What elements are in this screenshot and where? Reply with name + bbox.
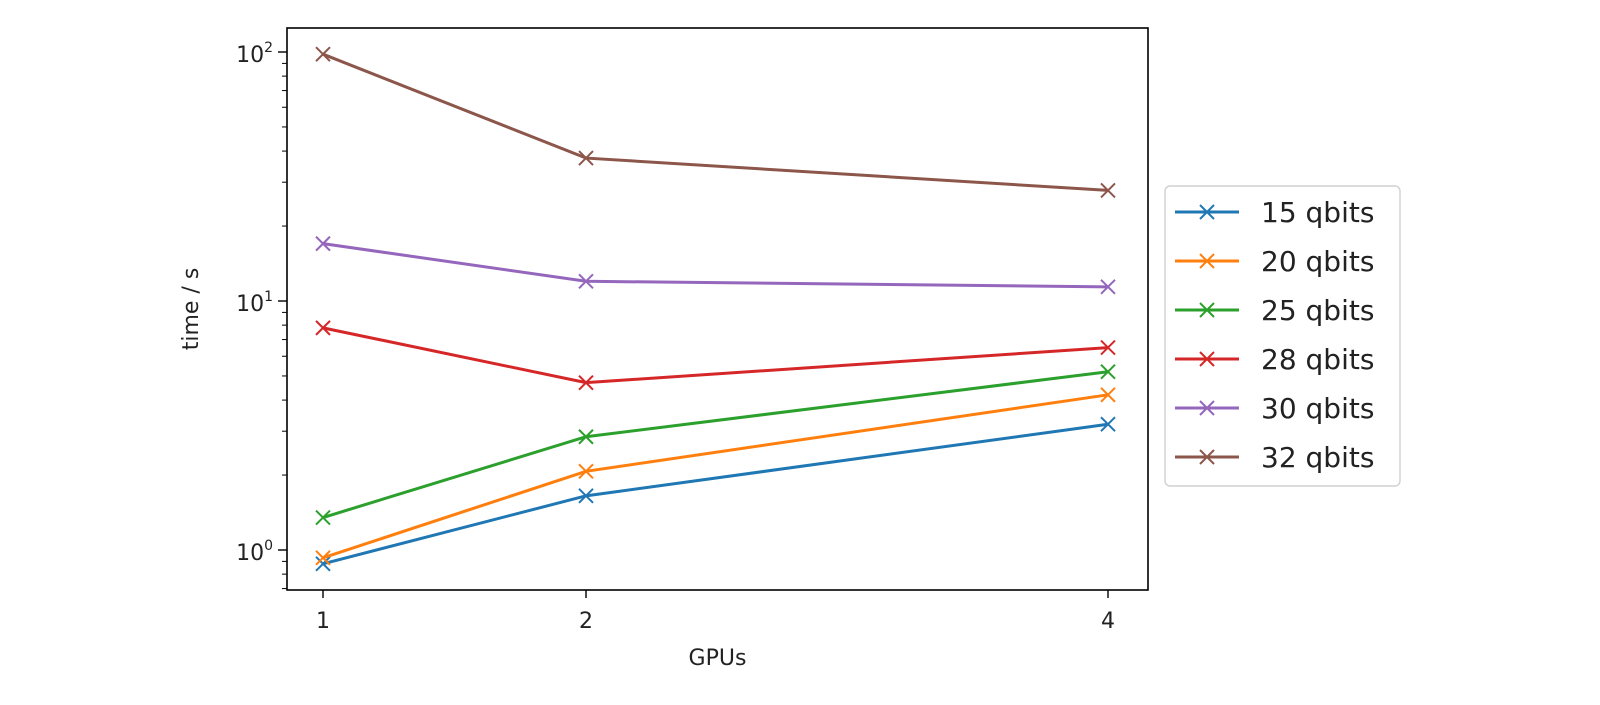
data-point-marker xyxy=(1100,339,1116,356)
axes: 1 2 4 100 101 102 xyxy=(236,40,1115,634)
y-tick-label: 101 xyxy=(236,289,273,317)
x-axis-label: GPUs xyxy=(689,646,747,671)
series-group xyxy=(315,46,1116,572)
data-point-marker xyxy=(578,488,594,504)
data-point-marker xyxy=(578,463,594,480)
legend-entry: 28 qbits xyxy=(1175,343,1374,376)
x-tick-label: 4 xyxy=(1101,609,1115,634)
data-point-marker xyxy=(1199,204,1215,220)
y-axis-label: time / s xyxy=(179,268,204,351)
legend-entry: 25 qbits xyxy=(1175,294,1374,327)
data-point-marker xyxy=(1100,182,1116,199)
series-32-qbits xyxy=(315,46,1116,199)
data-point-marker xyxy=(578,374,594,391)
series-25-qbits xyxy=(315,364,1116,526)
legend-entry: 20 qbits xyxy=(1175,245,1374,278)
data-point-marker xyxy=(315,556,331,572)
data-point-marker xyxy=(1199,253,1215,269)
data-point-marker xyxy=(1199,302,1215,318)
series-30-qbits xyxy=(315,235,1116,295)
data-point-marker xyxy=(1199,351,1215,367)
data-point-marker xyxy=(1100,416,1116,432)
legend: 15 qbits 20 qbits 25 qbits 28 qbits 30 qbits… xyxy=(1164,185,1401,487)
plot-frame xyxy=(286,27,1149,591)
x-tick-label: 2 xyxy=(579,609,593,634)
y-tick-label: 102 xyxy=(236,40,273,68)
data-point-marker xyxy=(1199,400,1215,416)
data-point-marker xyxy=(315,235,331,252)
data-point-marker xyxy=(315,509,331,526)
data-point-marker xyxy=(315,550,331,566)
series-28-qbits xyxy=(315,320,1116,391)
data-point-marker xyxy=(578,273,594,289)
data-point-marker xyxy=(578,150,594,166)
legend-entry: 32 qbits xyxy=(1175,441,1374,474)
data-point-marker xyxy=(1100,364,1116,380)
legend-entry: 15 qbits xyxy=(1175,196,1374,229)
x-tick-label: 1 xyxy=(316,609,330,634)
series-20-qbits xyxy=(315,387,1116,566)
series-15-qbits xyxy=(315,416,1116,572)
legend-label: 25 qbits xyxy=(1261,294,1374,327)
legend-label: 30 qbits xyxy=(1261,392,1374,425)
legend-label: 15 qbits xyxy=(1261,196,1374,229)
data-point-marker xyxy=(315,320,331,336)
data-point-marker xyxy=(1100,387,1116,403)
data-point-marker xyxy=(1100,279,1116,295)
legend-label: 32 qbits xyxy=(1261,441,1374,474)
data-point-marker xyxy=(578,429,594,445)
y-tick-label: 100 xyxy=(236,538,273,566)
legend-label: 20 qbits xyxy=(1261,245,1374,278)
plot-area xyxy=(286,27,1149,591)
data-point-marker xyxy=(1199,449,1215,465)
legend-entry: 30 qbits xyxy=(1175,392,1374,425)
legend-label: 28 qbits xyxy=(1261,343,1374,376)
data-point-marker xyxy=(315,46,331,62)
